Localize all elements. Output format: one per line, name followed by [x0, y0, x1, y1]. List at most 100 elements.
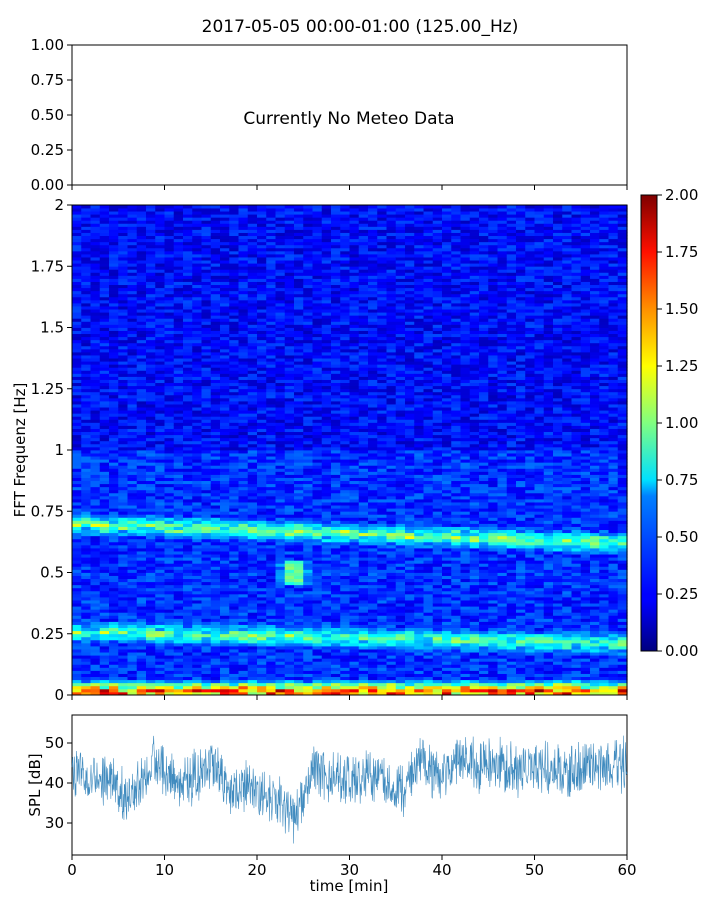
heatmap-cell: [275, 440, 286, 445]
heatmap-cell: [173, 220, 184, 224]
heatmap-cell: [118, 593, 129, 598]
heatmap-cell: [247, 272, 258, 276]
heatmap-cell: [284, 554, 295, 558]
heatmap-cell: [72, 361, 82, 365]
heatmap-cell: [146, 505, 156, 509]
heatmap-cell: [173, 229, 184, 233]
heatmap-cell: [312, 630, 323, 635]
heatmap-cell: [340, 348, 351, 353]
heatmap-cell: [90, 437, 101, 442]
heatmap-cell: [321, 456, 332, 460]
heatmap-cell: [303, 404, 314, 408]
heatmap-cell: [127, 303, 138, 307]
heatmap-cell: [321, 434, 332, 439]
heatmap-cell: [266, 664, 277, 668]
heatmap-cell: [303, 597, 314, 601]
heatmap-cell: [266, 593, 277, 598]
heatmap-cell: [257, 652, 267, 656]
heatmap-cell: [99, 266, 110, 270]
heatmap-cell: [90, 526, 101, 531]
heatmap-cell: [238, 275, 249, 279]
heatmap-cell: [136, 590, 147, 595]
heatmap-cell: [118, 612, 129, 616]
heatmap-cell: [349, 572, 360, 576]
heatmap-cell: [275, 229, 286, 233]
heatmap-cell: [257, 517, 267, 521]
heatmap-cell: [99, 385, 110, 390]
heatmap-cell: [238, 379, 249, 384]
heatmap-cell: [247, 339, 258, 344]
heatmap-cell: [183, 514, 193, 518]
heatmap-cell: [340, 563, 351, 567]
heatmap-cell: [109, 241, 119, 246]
heatmap-cell: [127, 649, 138, 653]
heatmap-cell: [220, 440, 230, 445]
heatmap-cell: [136, 587, 147, 592]
heatmap-cell: [284, 342, 295, 347]
heatmap-cell: [247, 370, 258, 374]
heatmap-cell: [257, 214, 267, 218]
heatmap-cell: [192, 413, 203, 417]
heatmap-cell: [312, 483, 323, 488]
heatmap-cell: [90, 250, 101, 255]
heatmap-cell: [275, 685, 286, 690]
heatmap-cell: [127, 315, 138, 319]
heatmap-cell: [312, 284, 323, 289]
heatmap-cell: [201, 621, 212, 625]
heatmap-cell: [303, 275, 314, 279]
heatmap-cell: [340, 575, 351, 580]
heatmap-cell: [192, 434, 203, 439]
heatmap-cell: [173, 299, 184, 304]
heatmap-cell: [90, 551, 101, 555]
heatmap-cell: [109, 499, 119, 503]
heatmap-cell: [155, 440, 166, 445]
heatmap-cell: [81, 541, 92, 546]
heatmap-cell: [349, 404, 360, 408]
heatmap-cell: [183, 416, 193, 420]
heatmap-cell: [349, 462, 360, 466]
heatmap-cell: [321, 569, 332, 573]
heatmap-cell: [312, 474, 323, 478]
heatmap-cell: [173, 330, 184, 335]
heatmap-cell: [127, 474, 138, 478]
heatmap-cell: [146, 388, 156, 393]
heatmap-cell: [349, 483, 360, 488]
heatmap-cell: [247, 254, 258, 258]
heatmap-cell: [118, 566, 129, 570]
heatmap-cell: [275, 477, 286, 482]
heatmap-cell: [72, 603, 82, 607]
heatmap-cell: [201, 673, 212, 678]
heatmap-cell: [118, 523, 129, 527]
heatmap-cell: [331, 318, 341, 322]
heatmap-cell: [99, 379, 110, 384]
heatmap-cell: [294, 495, 304, 500]
heatmap-cell: [220, 673, 230, 678]
heatmap-cell: [312, 217, 323, 221]
heatmap-cell: [229, 593, 240, 598]
heatmap-cell: [99, 205, 110, 209]
heatmap-cell: [146, 477, 156, 482]
heatmap-cell: [109, 401, 119, 405]
heatmap-cell: [210, 661, 221, 665]
heatmap-cell: [340, 502, 351, 506]
heatmap-cell: [72, 685, 82, 690]
heatmap-cell: [146, 587, 156, 592]
heatmap-cell: [118, 336, 129, 341]
heatmap-cell: [118, 254, 129, 258]
heatmap-cell: [72, 260, 82, 264]
heatmap-cell: [321, 382, 332, 387]
heatmap-cell: [349, 260, 360, 264]
heatmap-cell: [192, 600, 203, 604]
heatmap-cell: [192, 361, 203, 365]
heatmap-cell: [220, 646, 230, 650]
heatmap-cell: [266, 627, 277, 632]
heatmap-cell: [210, 652, 221, 656]
heatmap-cell: [238, 538, 249, 543]
heatmap-cell: [210, 321, 221, 325]
heatmap-cell: [118, 535, 129, 540]
heatmap-cell: [303, 229, 314, 233]
heatmap-cell: [173, 664, 184, 668]
heatmap-cell: [192, 560, 203, 564]
heatmap-cell: [238, 609, 249, 613]
heatmap-cell: [81, 606, 92, 610]
